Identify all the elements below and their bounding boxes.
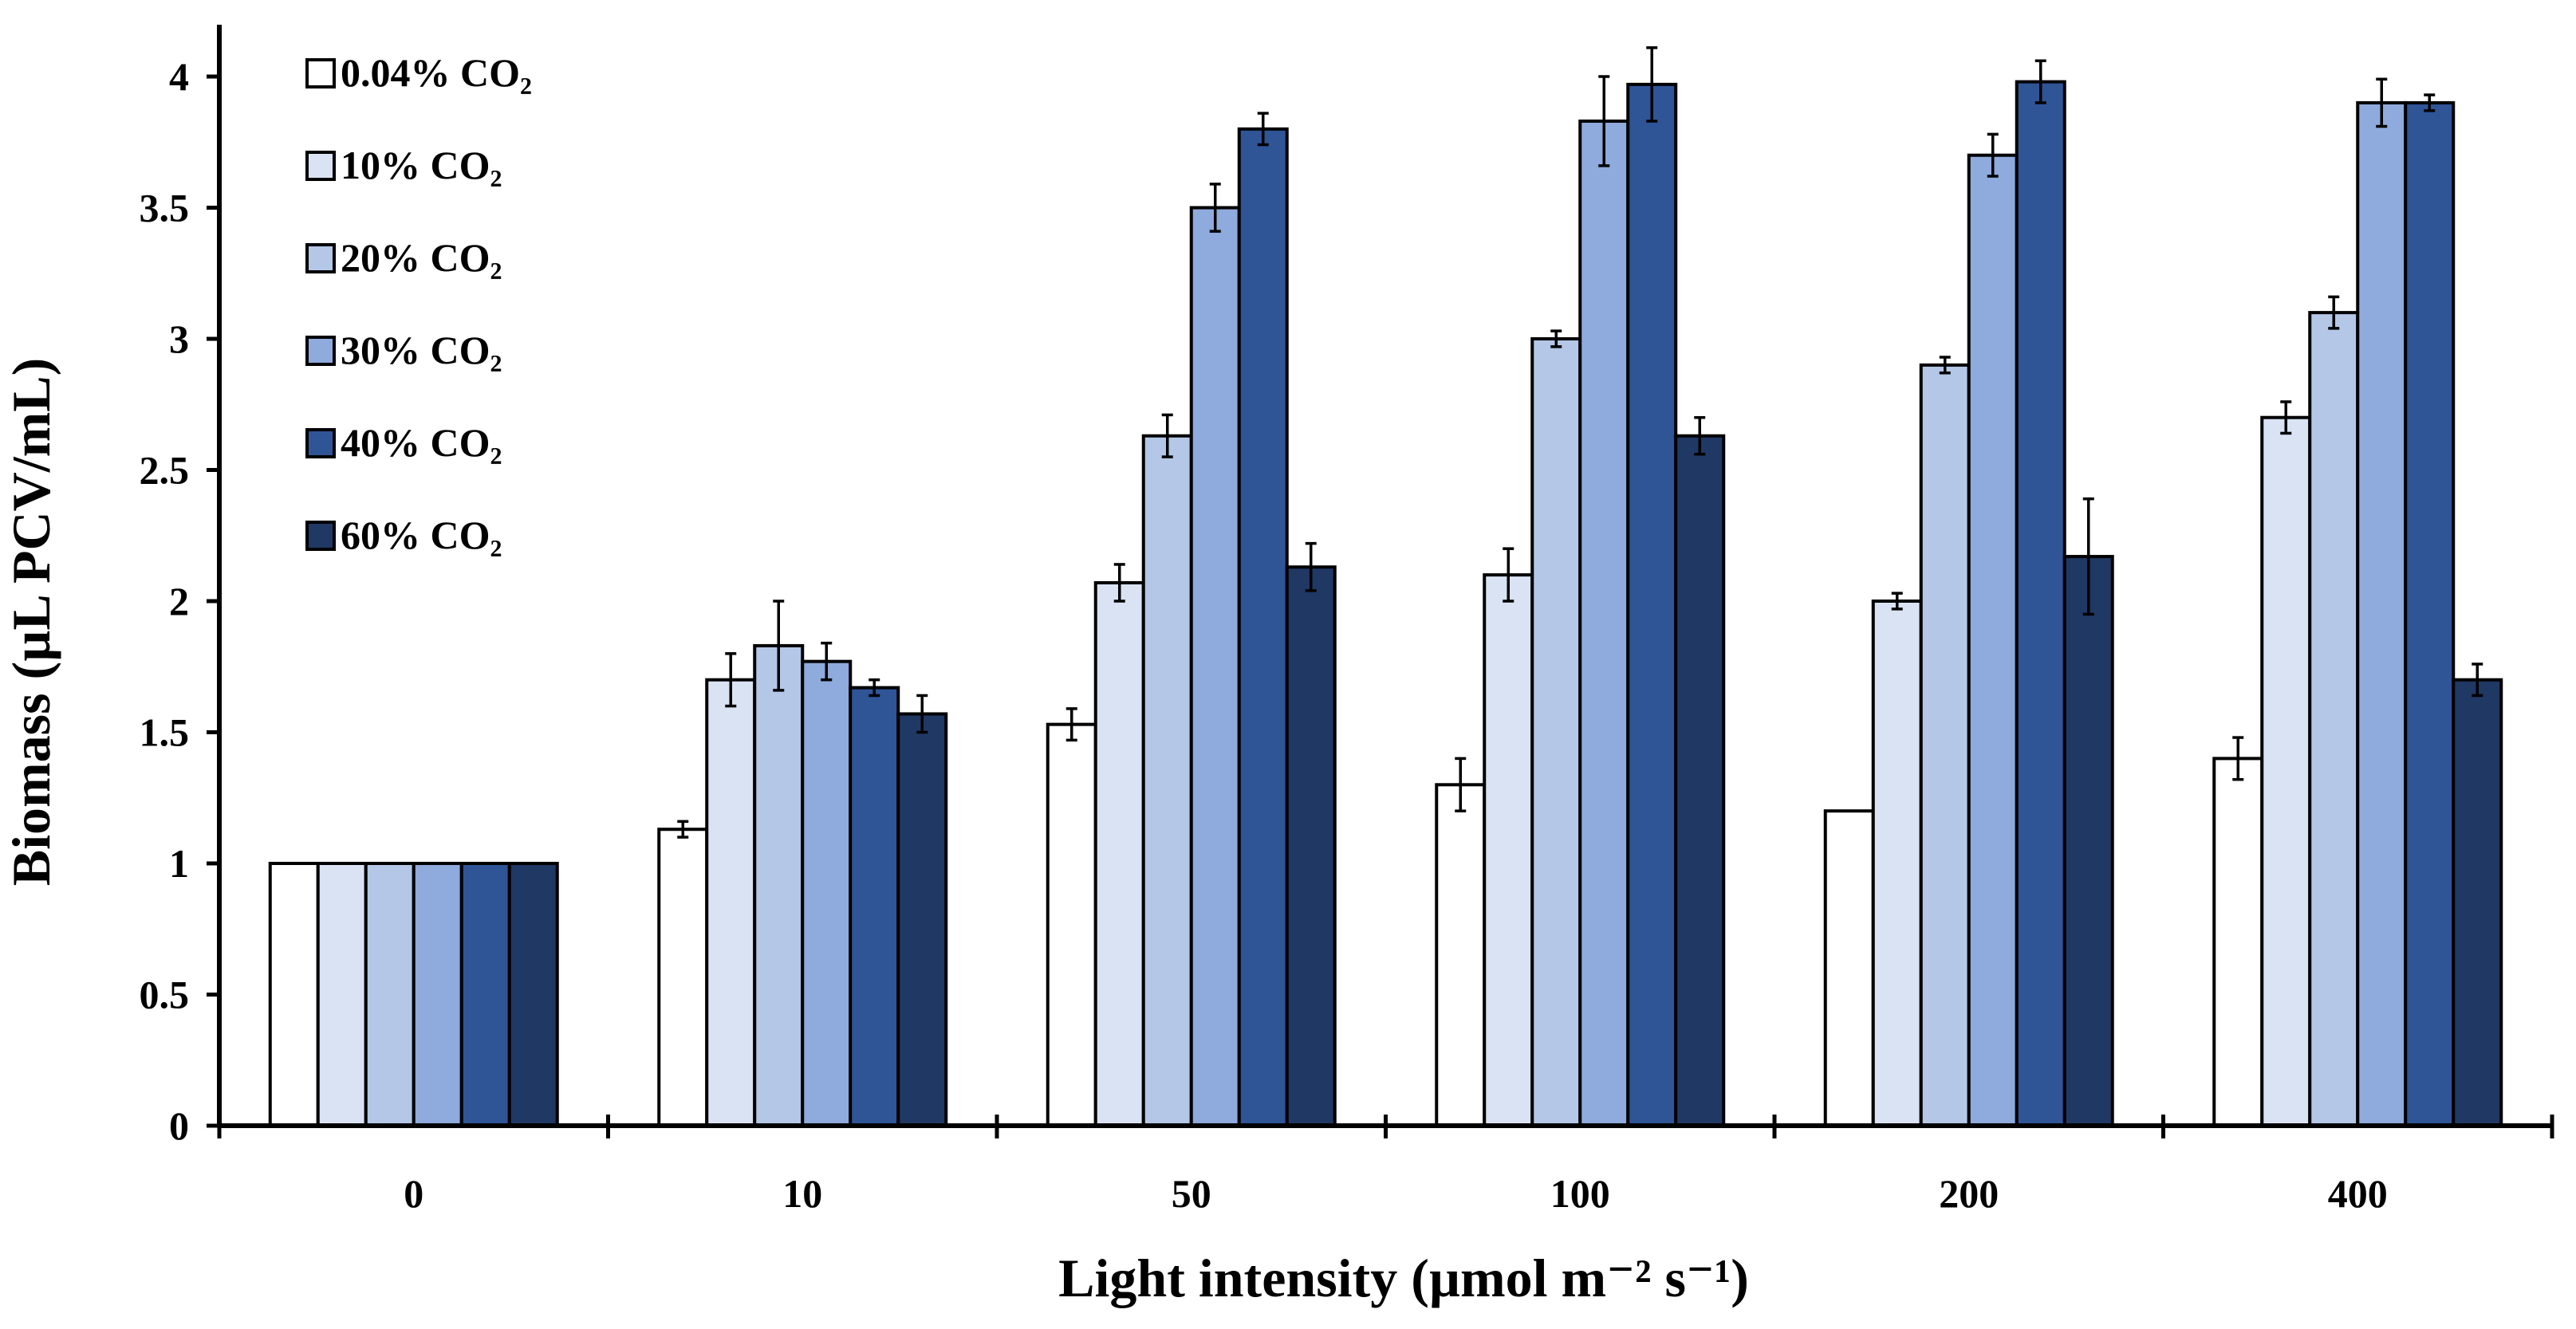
bar (2356, 100, 2408, 1127)
bar (1237, 127, 1289, 1127)
legend-swatch (305, 428, 336, 458)
x-tick-label: 50 (1172, 1171, 1211, 1216)
bar (1189, 206, 1241, 1127)
y-tick-label: 0 (169, 1103, 189, 1148)
bar (268, 862, 320, 1127)
bar (1578, 119, 1630, 1127)
bar (459, 862, 511, 1127)
y-tick-label: 1.5 (140, 710, 190, 755)
bar (1967, 153, 2019, 1128)
legend-label: 10% CO₂ (341, 143, 502, 187)
x-axis-title: Light intensity (µmol m⁻² s⁻¹) (1058, 1248, 1749, 1308)
bar (2404, 100, 2456, 1127)
bar (1483, 573, 1534, 1127)
legend: 0.04% CO₂ 10% CO₂ 20% CO₂ 30% CO₂ 40% CO₂ 60%… (305, 50, 532, 557)
bar (1285, 565, 1337, 1127)
bar (896, 712, 948, 1127)
ticks-layer: 0 0.5 1 1.5 2 2.5 3 3.5 4 0 10 50 100 200 400 (140, 54, 2554, 1216)
bar (753, 643, 805, 1127)
y-tick-label: 0.5 (140, 973, 190, 1017)
bar (2015, 80, 2066, 1128)
legend-swatch (305, 58, 336, 88)
bar (849, 686, 900, 1127)
bar (1626, 82, 1678, 1128)
legend-swatch (305, 243, 336, 273)
bar (1674, 434, 1726, 1127)
y-tick-label: 2.5 (140, 448, 190, 493)
x-tick-label: 100 (1550, 1171, 1610, 1216)
bar (2062, 555, 2114, 1127)
y-axis-title: Biomass (µL PCV/mL) (1, 358, 61, 887)
legend-swatch (305, 336, 336, 366)
bar (1093, 580, 1145, 1127)
bar (2452, 678, 2503, 1127)
bar (1530, 337, 1582, 1127)
x-tick-label: 0 (404, 1171, 423, 1216)
axes-layer (217, 25, 2552, 1128)
y-tick-label: 2 (169, 579, 189, 623)
bar (412, 862, 463, 1127)
bar (657, 828, 709, 1127)
x-tick-label: 200 (1939, 1171, 1999, 1216)
legend-label: 40% CO₂ (341, 420, 502, 465)
bar (2308, 311, 2360, 1128)
bar (507, 862, 559, 1127)
y-tick-label: 1 (169, 841, 189, 886)
bar (316, 862, 368, 1127)
x-tick-label: 400 (2328, 1171, 2388, 1216)
bar (1871, 600, 1923, 1127)
legend-swatch (305, 151, 336, 181)
y-tick-label: 3 (169, 317, 189, 361)
bar (1435, 783, 1487, 1127)
x-tick-label: 10 (782, 1171, 822, 1216)
bar (1919, 363, 1971, 1127)
bar (364, 862, 416, 1127)
bar (705, 678, 757, 1127)
y-tick-label: 4 (169, 54, 189, 99)
legend-label: 30% CO₂ (341, 328, 502, 372)
bar (1141, 434, 1193, 1127)
bars-layer (268, 46, 2503, 1128)
legend-swatch (305, 521, 336, 551)
legend-label: 20% CO₂ (341, 235, 502, 280)
bar (1046, 722, 1097, 1127)
bar (801, 659, 853, 1127)
bar (2212, 757, 2264, 1128)
bar (2260, 415, 2312, 1127)
y-tick-label: 3.5 (140, 186, 190, 230)
legend-label: 60% CO₂ (341, 513, 502, 557)
bar (1823, 809, 1875, 1127)
legend-label: 0.04% CO₂ (341, 50, 532, 95)
